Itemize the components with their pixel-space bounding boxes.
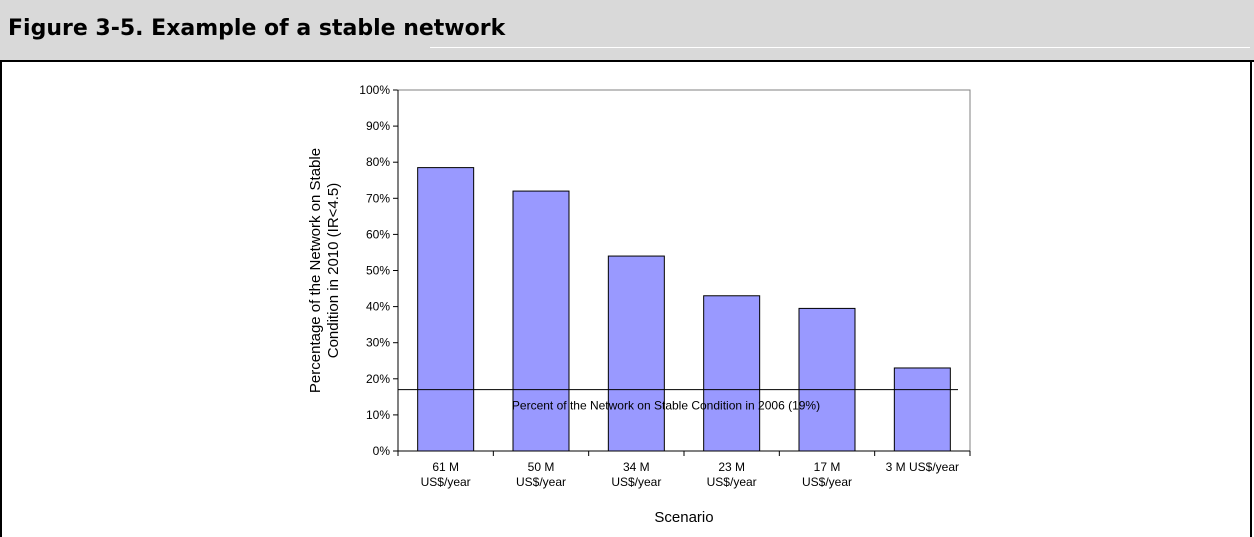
y-axis-ticks: 0% 10% 20% 30% 40% 50% 60% 70% 80% 90% 100% xyxy=(359,83,398,458)
bars xyxy=(417,167,951,452)
reference-line-label: Percent of the Network on Stable Conditi… xyxy=(512,399,820,413)
x-axis-ticks: 61 M US$/year 50 M US$/year 34 M US$/year 23 M… xyxy=(397,451,971,489)
y-tick-label: 0% xyxy=(373,444,391,458)
x-tick-label: 23 M US$/year xyxy=(707,460,757,489)
figure-header: Figure 3-5. Example of a stable network xyxy=(0,0,1254,62)
bar xyxy=(893,367,951,452)
x-axis-title: Scenario xyxy=(654,509,713,526)
y-tick-label: 40% xyxy=(366,300,390,314)
x-tick-label: 50 M US$/year xyxy=(516,460,566,489)
y-tick-label: 80% xyxy=(366,155,390,169)
bar xyxy=(417,167,475,452)
x-tick-label: 34 M US$/year xyxy=(611,460,661,489)
y-tick-label: 90% xyxy=(366,119,390,133)
bar xyxy=(607,255,665,452)
y-tick-label: 60% xyxy=(366,227,390,241)
bar xyxy=(798,307,856,452)
header-rule xyxy=(430,47,1250,48)
x-tick-label: 61 M US$/year xyxy=(421,460,471,489)
y-tick-label: 30% xyxy=(366,336,390,350)
y-tick-label: 100% xyxy=(359,83,390,97)
bar xyxy=(703,295,761,452)
y-tick-label: 10% xyxy=(366,408,390,422)
bar xyxy=(512,190,570,452)
y-axis-title-line: Condition in 2010 (IR<4.5) xyxy=(325,183,342,359)
y-tick-label: 50% xyxy=(366,264,390,278)
figure-title: Figure 3-5. Example of a stable network xyxy=(8,16,506,41)
x-tick-label: 3 M US$/year xyxy=(886,460,959,474)
bar-chart: 0% 10% 20% 30% 40% 50% 60% 70% 80% 90% 100% 61 M US… xyxy=(307,83,971,526)
plot-area xyxy=(397,89,971,452)
y-tick-label: 20% xyxy=(366,372,390,386)
y-axis-title: Percentage of the Network on Stable Condi… xyxy=(307,148,342,393)
x-tick-label: 17 M US$/year xyxy=(802,460,852,489)
y-axis-title-line: Percentage of the Network on Stable xyxy=(307,148,324,393)
y-tick-label: 70% xyxy=(366,191,390,205)
